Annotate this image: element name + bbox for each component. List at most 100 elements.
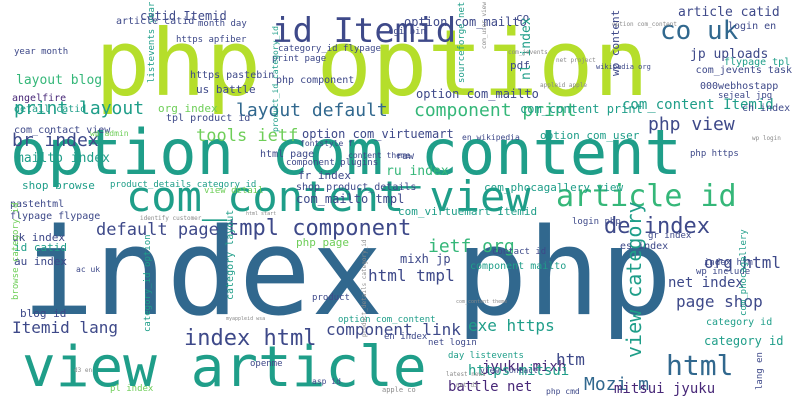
cloud-word: en wikipedia	[462, 133, 520, 142]
cloud-word: print layout	[14, 98, 145, 119]
cloud-word: Itemid lang	[12, 318, 118, 337]
cloud-word: month day	[198, 19, 247, 29]
cloud-word: ru index	[386, 164, 449, 179]
cloud-word: layout blog	[16, 73, 103, 88]
cloud-word: layout default	[236, 100, 388, 121]
cloud-word: https apfiber	[176, 35, 247, 45]
cloud-word: wikipedia org	[596, 63, 651, 71]
cloud-word: br index	[12, 130, 99, 151]
cloud-word: flypage flypage	[10, 211, 101, 222]
cloud-word: index php	[22, 204, 673, 343]
cloud-word: tpl product id	[166, 113, 251, 124]
cloud-word: component print	[414, 100, 577, 121]
cloud-word: es index	[620, 241, 669, 252]
cloud-word: html tmpl	[368, 266, 455, 285]
cloud-word: com_content theme	[456, 299, 508, 305]
cloud-word: option com_content	[612, 21, 678, 28]
cloud-word: com_jevents task	[695, 65, 792, 76]
cloud-word: html start	[246, 211, 277, 217]
cloud-word: cgi bin	[388, 27, 426, 37]
cloud-word: product_details category_id	[361, 239, 368, 337]
cloud-word: 000webhostapp	[700, 81, 779, 92]
cloud-word: category id	[706, 317, 773, 328]
cloud-word: php component	[276, 75, 355, 86]
cloud-word: article catid	[678, 5, 780, 20]
cloud-word: php option	[95, 10, 649, 117]
cloud-word: component mailto	[470, 261, 567, 272]
cloud-word: browse category_id	[11, 202, 21, 300]
cloud-word: net index	[668, 275, 744, 291]
cloud-word: de index	[604, 214, 710, 239]
cloud-word: com_contact view	[14, 125, 111, 136]
cloud-word: com_content print	[520, 102, 643, 116]
cloud-word: en index	[384, 332, 428, 342]
cloud-word: shop browse	[22, 179, 95, 192]
cloud-word: html page	[260, 149, 315, 160]
cloud-word: view article	[22, 335, 427, 400]
cloud-word: com_user view	[481, 2, 488, 49]
cloud-word: net login	[428, 338, 477, 348]
cloud-word: category_id option	[143, 234, 153, 332]
cloud-word: us battle	[196, 83, 256, 96]
cloud-word: php view	[648, 114, 735, 135]
cloud-word: com_content Itemid	[622, 97, 774, 113]
cloud-word: jyuku mixh	[482, 359, 567, 375]
cloud-word: view contact	[480, 366, 538, 375]
cloud-word: pl index	[110, 384, 154, 394]
cloud-word: wp login	[752, 135, 781, 142]
cloud-word: blog id	[20, 307, 67, 320]
cloud-word: print page	[272, 54, 327, 64]
cloud-word: category layout	[225, 209, 236, 300]
cloud-word: php cmd	[546, 387, 580, 396]
cloud-word: sourceforge net	[457, 2, 467, 84]
cloud-word: battle net	[448, 379, 533, 395]
cloud-word: id catid	[14, 241, 67, 254]
cloud-word: wp include	[696, 267, 751, 277]
cloud-word: html	[666, 349, 734, 382]
cloud-word: jp uploads	[690, 47, 769, 62]
cloud-word: php page	[296, 236, 349, 249]
cloud-word: htm	[556, 350, 585, 369]
cloud-word: login php	[572, 217, 621, 227]
cloud-word: listevents year	[147, 2, 157, 84]
cloud-word: identify customer	[140, 215, 202, 222]
cloud-word: appleid apple	[540, 82, 587, 89]
cloud-word: view category	[622, 201, 646, 358]
cloud-word: default page	[96, 220, 219, 240]
cloud-word: article catid	[116, 16, 195, 27]
cloud-word: exe https	[468, 316, 555, 335]
cloud-word: com_virtuemart Itemid	[398, 205, 538, 218]
cloud-word: angelfire	[12, 93, 67, 104]
cloud-word: lang en	[755, 352, 765, 390]
cloud-word: contact id	[492, 247, 547, 257]
cloud-word: uk index	[12, 231, 65, 244]
cloud-word: co	[516, 11, 530, 24]
cloud-word: component plugins	[286, 158, 379, 168]
cloud-word: sejeal jpg	[718, 91, 773, 101]
cloud-word: net d3	[456, 382, 478, 389]
cloud-word: article id	[556, 179, 737, 214]
cloud-word: d3 en	[74, 367, 93, 374]
cloud-word: com_content view	[126, 172, 531, 221]
cloud-word: raw	[396, 151, 415, 162]
cloud-word: ch index	[742, 103, 791, 114]
cloud-word: index htm	[704, 258, 753, 268]
cloud-word: openme	[250, 359, 283, 369]
cloud-word: au index	[14, 255, 67, 268]
cloud-word: option com_virtuemart	[302, 127, 454, 141]
cloud-word: apple co	[382, 386, 416, 394]
cloud-word: ietf org	[428, 236, 515, 257]
cloud-word: content theme	[348, 151, 411, 160]
cloud-word: tools ietf	[196, 126, 299, 146]
cloud-word: view detail	[204, 186, 264, 196]
cloud-word: component link	[326, 320, 461, 339]
cloud-word: gr index	[648, 231, 692, 241]
cloud-word: index html	[184, 326, 317, 351]
cloud-word: com_phocagallery	[739, 229, 749, 316]
cloud-word: year month	[14, 47, 69, 57]
cloud-word: mitsui jyuku	[614, 381, 716, 397]
cloud-word: org index	[158, 102, 218, 115]
cloud-word: myappleid wsa	[226, 316, 266, 322]
cloud-word: pastehtml	[10, 199, 65, 210]
